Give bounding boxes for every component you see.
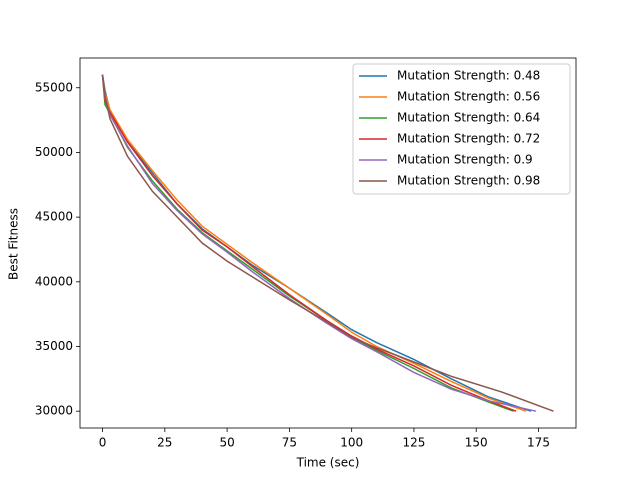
series-line — [101, 74, 517, 412]
legend-label: Mutation Strength: 0.98 — [397, 174, 540, 188]
series-line — [101, 74, 537, 412]
y-axis-label: Best Fitness — [7, 208, 21, 280]
x-tick-label: 50 — [219, 436, 234, 450]
y-tick-label: 35000 — [35, 339, 73, 353]
y-tick-label: 30000 — [35, 404, 73, 418]
y-tick-label: 55000 — [35, 80, 73, 94]
plot-frame — [79, 57, 577, 429]
x-axis-label: Time (sec) — [296, 456, 360, 470]
legend-label: Mutation Strength: 0.56 — [397, 90, 540, 104]
x-tick-label: 125 — [402, 436, 425, 450]
y-tick-label: 40000 — [35, 274, 73, 288]
x-tick-label: 0 — [99, 436, 107, 450]
series-line — [101, 74, 527, 412]
x-tick-label: 150 — [465, 436, 488, 450]
legend-label: Mutation Strength: 0.64 — [397, 111, 540, 125]
legend-label: Mutation Strength: 0.72 — [397, 132, 540, 146]
legend-label: Mutation Strength: 0.48 — [397, 69, 540, 83]
x-tick-label: 100 — [340, 436, 363, 450]
x-tick-label: 25 — [157, 436, 172, 450]
legend-label: Mutation Strength: 0.9 — [397, 153, 533, 167]
series-line — [101, 74, 554, 412]
x-tick-label: 75 — [282, 436, 297, 450]
y-tick-label: 45000 — [35, 210, 73, 224]
y-tick-label: 50000 — [35, 145, 73, 159]
x-tick-label: 175 — [527, 436, 550, 450]
legend-box — [352, 63, 571, 195]
